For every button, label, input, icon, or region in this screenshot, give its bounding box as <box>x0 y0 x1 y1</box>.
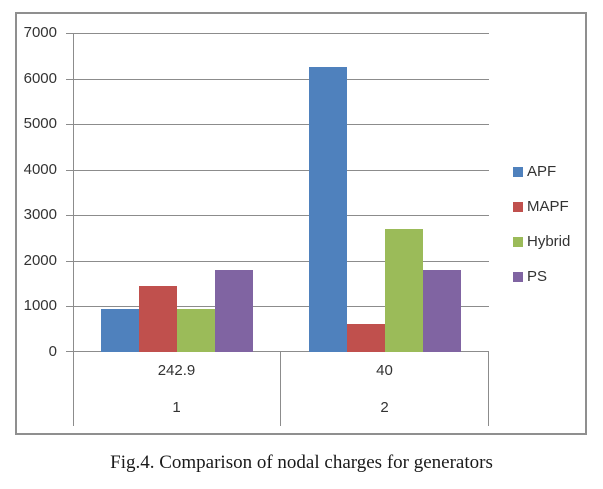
category-primary-label: 40 <box>376 362 393 379</box>
y-axis-label: 7000 <box>23 24 57 41</box>
category-cell-1: 242.9 1 <box>73 352 281 426</box>
y-axis-tick <box>66 33 73 34</box>
bar-ps-group-2 <box>423 269 461 352</box>
plot-area <box>73 33 489 352</box>
bar-hybrid-group-1 <box>177 308 215 352</box>
chart-frame: 0 1000 2000 3000 4000 5000 6000 7000 242.9 1 40 2 … <box>15 12 587 435</box>
bar-apf-group-1 <box>101 308 139 352</box>
y-axis-label: 2000 <box>23 252 57 269</box>
y-axis-label: 5000 <box>23 115 57 132</box>
y-axis-tick <box>66 170 73 171</box>
bar-ps-group-1 <box>215 269 253 352</box>
legend-label: APF <box>527 163 557 180</box>
y-axis-label: 4000 <box>23 161 57 178</box>
gridline-5000 <box>73 124 489 125</box>
figure-caption: Fig.4. Comparison of nodal charges for g… <box>110 452 493 473</box>
y-axis-label: 1000 <box>23 297 57 314</box>
y-axis-tick <box>66 215 73 216</box>
legend-swatch-icon <box>513 201 523 212</box>
category-primary-label: 242.9 <box>157 362 196 379</box>
y-axis-tick <box>66 351 73 352</box>
bar-group-2 <box>281 33 489 352</box>
gridline-2000 <box>73 261 489 262</box>
y-axis-tick <box>66 306 73 307</box>
legend-swatch-icon <box>513 166 523 177</box>
y-axis-label: 0 <box>48 343 57 360</box>
bar-apf-group-2 <box>309 67 347 352</box>
legend-item-hybrid: Hybrid <box>513 224 587 259</box>
legend: APF MAPF Hybrid PS <box>513 154 587 294</box>
category-secondary-label: 1 <box>172 399 181 416</box>
y-axis-tick <box>66 261 73 262</box>
y-axis-tick <box>66 124 73 125</box>
gridline-6000 <box>73 79 489 80</box>
gridline-4000 <box>73 170 489 171</box>
y-axis-tick <box>66 79 73 80</box>
category-secondary-label: 2 <box>380 399 389 416</box>
bar-group-1 <box>73 33 281 352</box>
legend-item-apf: APF <box>513 154 587 189</box>
gridline-0 <box>73 351 489 352</box>
y-axis-line <box>73 33 74 426</box>
legend-label: MAPF <box>527 198 569 215</box>
legend-swatch-icon <box>513 236 523 247</box>
gridline-1000 <box>73 306 489 307</box>
bar-mapf-group-2 <box>347 323 385 352</box>
bar-mapf-group-1 <box>139 285 177 352</box>
category-axis: 242.9 1 40 2 <box>73 352 489 426</box>
y-axis-label: 3000 <box>23 206 57 223</box>
legend-label: PS <box>527 268 548 285</box>
legend-swatch-icon <box>513 271 523 282</box>
legend-item-mapf: MAPF <box>513 189 587 224</box>
category-cell-2: 40 2 <box>281 352 489 426</box>
legend-label: Hybrid <box>527 233 571 250</box>
gridline-7000 <box>73 33 489 34</box>
y-axis-label: 6000 <box>23 70 57 87</box>
bar-hybrid-group-2 <box>385 228 423 352</box>
legend-item-ps: PS <box>513 259 587 294</box>
gridline-3000 <box>73 215 489 216</box>
